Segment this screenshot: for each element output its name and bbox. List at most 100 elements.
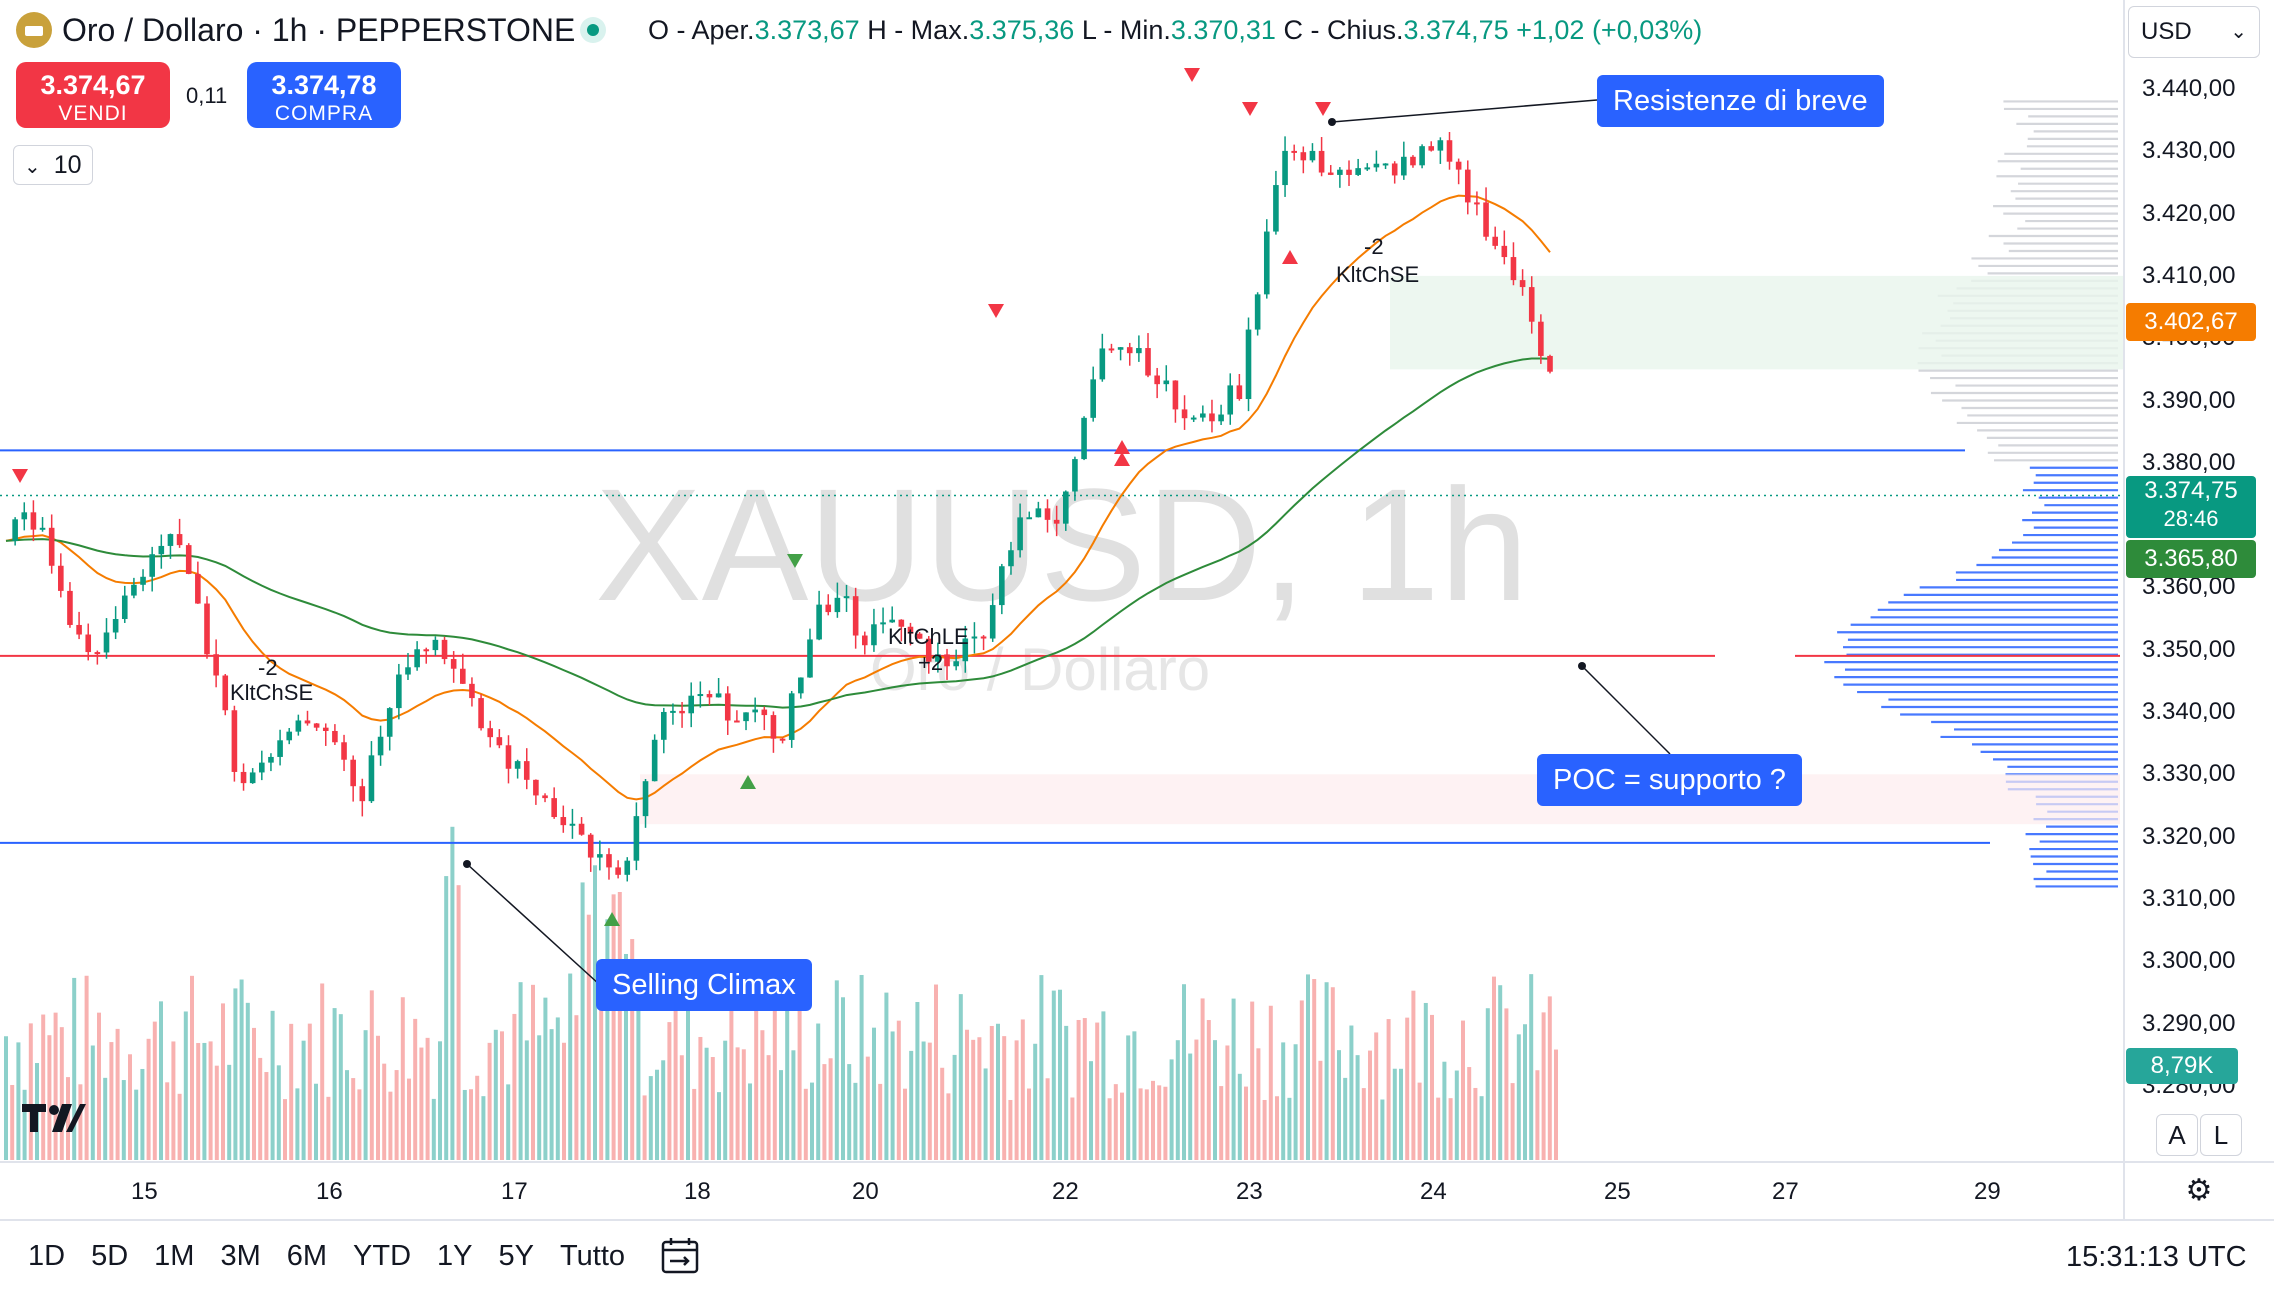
price-tick-label: 3.310,00 xyxy=(2142,885,2235,913)
resistance-leader-dot xyxy=(1328,118,1336,126)
timeframe-button[interactable]: YTD xyxy=(353,1240,411,1273)
candle-down xyxy=(1127,347,1133,353)
volume-bar xyxy=(922,1042,926,1160)
date-range-icon[interactable] xyxy=(660,1236,700,1276)
last-price-tag: 3.374,75 28:46 xyxy=(2126,476,2256,538)
timeframe-button[interactable]: 1M xyxy=(154,1240,194,1273)
price-tick-label: 3.420,00 xyxy=(2142,200,2235,228)
volume-bar xyxy=(1021,1019,1025,1160)
candle-down xyxy=(305,720,311,723)
candle-down xyxy=(1291,151,1297,153)
time-tick-label: 18 xyxy=(684,1178,711,1206)
volume-bar xyxy=(1114,1084,1118,1160)
volume-bar xyxy=(562,1043,566,1160)
buy-button[interactable]: 3.374,78 COMPRA xyxy=(247,62,401,128)
candle-up xyxy=(1337,170,1343,175)
utc-clock[interactable]: 15:31:13 UTC xyxy=(2066,1241,2247,1274)
volume-bar xyxy=(333,1008,337,1160)
currency-select[interactable]: USD ⌄ xyxy=(2128,6,2260,58)
timeframe-button[interactable]: 5Y xyxy=(499,1240,534,1273)
candle-up xyxy=(1100,348,1106,379)
timeframe-button[interactable]: 3M xyxy=(220,1240,260,1273)
volume-bar xyxy=(1548,996,1552,1160)
price-tick-label: 3.380,00 xyxy=(2142,449,2235,477)
volume-bar xyxy=(481,1096,485,1160)
log-scale-button[interactable]: L xyxy=(2200,1114,2242,1156)
volume-bar xyxy=(674,992,678,1160)
candle-down xyxy=(944,654,950,666)
candle-down xyxy=(1392,163,1398,175)
poc-callout[interactable]: POC = supporto ? xyxy=(1537,754,1802,806)
volume-bar xyxy=(1300,1000,1304,1160)
timeframe-button[interactable]: 5D xyxy=(91,1240,128,1273)
buy-signal-icon xyxy=(1282,250,1298,264)
volume-bar xyxy=(1461,1021,1465,1160)
volume-bar xyxy=(302,1041,306,1160)
timeframe-button[interactable]: 1D xyxy=(28,1240,65,1273)
timeframe-button[interactable]: Tutto xyxy=(560,1240,625,1273)
candle-down xyxy=(1428,146,1434,150)
timeframe-button[interactable]: 1Y xyxy=(437,1240,472,1273)
candle-up xyxy=(1419,146,1425,165)
symbol-title[interactable]: Oro / Dollaro · 1h · PEPPERSTONE xyxy=(62,12,575,49)
candle-up xyxy=(168,534,174,546)
candle-up xyxy=(1218,415,1224,422)
volume-bar xyxy=(357,1089,361,1160)
volume-bar xyxy=(1027,1089,1031,1160)
volume-bar xyxy=(1436,1098,1440,1160)
candle-up xyxy=(597,854,603,857)
volume-bar xyxy=(209,1041,213,1160)
candle-up xyxy=(1383,163,1389,165)
volume-bar xyxy=(122,1080,126,1160)
candle-down xyxy=(49,528,55,566)
candle-up xyxy=(113,619,119,632)
candle-down xyxy=(1492,237,1498,246)
volume-bar xyxy=(450,827,454,1160)
sell-button[interactable]: 3.374,67 VENDI xyxy=(16,62,170,128)
ohlc-high-label: H - Max. xyxy=(867,15,969,45)
volume-bar xyxy=(1480,1096,1484,1160)
candle-down xyxy=(606,854,612,867)
candle-up xyxy=(1072,459,1078,491)
price-tick-label: 3.390,00 xyxy=(2142,387,2235,415)
candle-down xyxy=(853,596,859,635)
volume-bar xyxy=(550,1029,554,1160)
candle-down xyxy=(1173,381,1179,410)
sell-signal-icon xyxy=(988,304,1004,318)
volume-bar xyxy=(1033,1044,1037,1160)
volume-bar xyxy=(1015,1040,1019,1160)
candle-down xyxy=(1511,257,1517,280)
volume-bar xyxy=(1473,1088,1477,1160)
candle-down xyxy=(1301,152,1307,160)
candle-up xyxy=(807,639,813,677)
auto-scale-button[interactable]: A xyxy=(2156,1114,2198,1156)
volume-bar xyxy=(1120,1093,1124,1160)
volume-bar xyxy=(1157,1085,1161,1160)
resistance-callout[interactable]: Resistenze di breve xyxy=(1597,75,1884,127)
volume-bar xyxy=(488,1043,492,1160)
candle-up xyxy=(688,696,694,714)
settings-gear-icon[interactable]: ⚙ xyxy=(2182,1174,2216,1208)
candle-up xyxy=(990,605,996,638)
candle-up xyxy=(40,528,46,530)
poc-leader-dot xyxy=(1578,662,1586,670)
indicators-count: 10 xyxy=(54,151,82,179)
volume-bar xyxy=(785,985,789,1160)
sell-signal-icon xyxy=(12,469,28,483)
candle-up xyxy=(1282,151,1288,185)
volume-bar xyxy=(773,1005,777,1160)
volume-bar xyxy=(996,1024,1000,1160)
volume-bar xyxy=(109,1042,113,1160)
volume-bar xyxy=(643,1095,647,1160)
selling-climax-callout[interactable]: Selling Climax xyxy=(596,959,812,1011)
timeframe-button[interactable]: 6M xyxy=(287,1240,327,1273)
candle-up xyxy=(670,711,676,713)
volume-bar xyxy=(1380,1100,1384,1160)
buy-price: 3.374,78 xyxy=(247,68,401,102)
candle-down xyxy=(1319,151,1325,173)
candle-down xyxy=(67,591,73,625)
indicators-toggle[interactable]: ⌄ 10 xyxy=(13,145,93,185)
volume-bar xyxy=(308,1024,312,1160)
volume-bar xyxy=(1194,1040,1198,1160)
